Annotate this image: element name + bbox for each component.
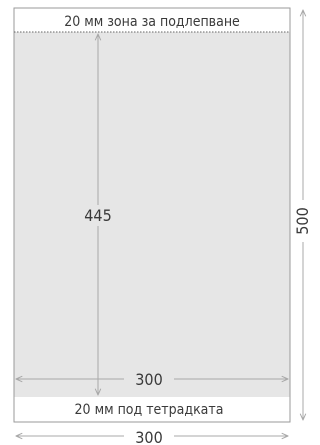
outer-width-label: 300	[135, 428, 162, 445]
top-zone-label: 20 мм зона за подлепване	[64, 14, 240, 30]
usable-area	[14, 32, 290, 397]
bottom-zone-label: 20 мм под тетрадката	[75, 402, 224, 418]
inner-width-label: 300	[135, 370, 162, 389]
outer-height-label: 500	[293, 207, 312, 234]
inner-height-label: 445	[84, 206, 111, 225]
